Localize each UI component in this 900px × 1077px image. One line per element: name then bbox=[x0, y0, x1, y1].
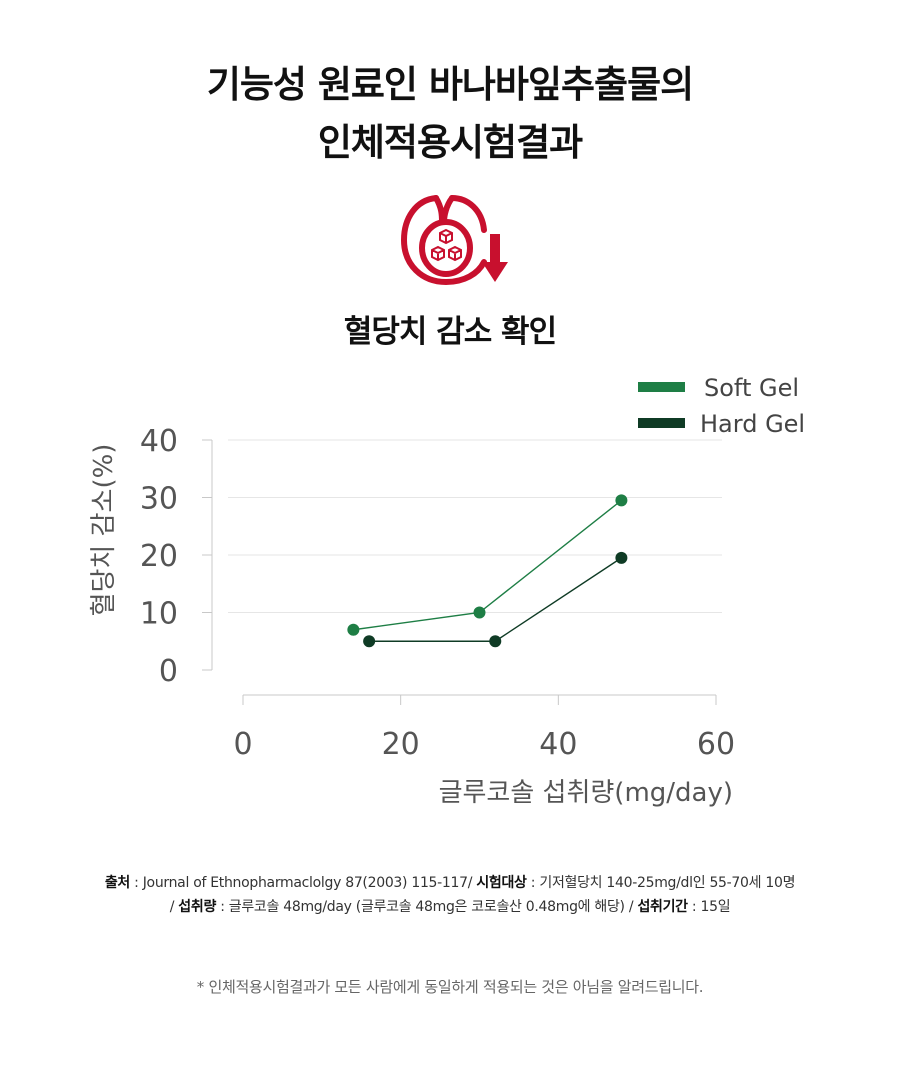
result-subtitle: 혈당치 감소 확인 bbox=[343, 314, 557, 350]
grid-lines bbox=[228, 439, 722, 613]
page-title-line2: 인체적용시험결과 bbox=[317, 121, 583, 164]
period-label: 섭취기간 bbox=[637, 899, 688, 915]
series bbox=[347, 494, 628, 648]
subjects-label: 시험대상 bbox=[476, 875, 527, 891]
x-tick-label: 20 bbox=[382, 727, 420, 762]
dose-label: 섭취량 bbox=[178, 899, 217, 915]
data-point bbox=[615, 494, 628, 507]
dose-prefix: / bbox=[169, 899, 179, 915]
line-chart: 0 10 20 30 40 0 20 40 60 Soft Gel Hard Gel 글루코솔 섭… bbox=[89, 374, 805, 808]
data-point bbox=[615, 551, 628, 564]
legend: Soft Gel Hard Gel bbox=[638, 374, 805, 438]
data-point bbox=[489, 635, 502, 648]
legend-label: Hard Gel bbox=[700, 410, 805, 438]
blood-sugar-drop-down-icon bbox=[401, 195, 508, 285]
disclaimer-text: * 인체적용시험결과가 모든 사람에게 동일하게 적용되는 것은 아님을 알려드… bbox=[196, 978, 704, 996]
legend-label: Soft Gel bbox=[704, 374, 799, 402]
legend-swatch bbox=[638, 418, 685, 428]
data-point bbox=[347, 623, 360, 636]
y-tick-label: 40 bbox=[140, 424, 178, 459]
axes: 0 10 20 30 40 0 20 40 60 bbox=[140, 424, 735, 762]
data-point bbox=[473, 606, 486, 619]
y-tick-label: 20 bbox=[140, 539, 178, 574]
y-tick-label: 0 bbox=[159, 654, 178, 689]
period-text: : 15일 bbox=[687, 899, 731, 915]
data-point bbox=[363, 635, 376, 648]
x-axis-label: 글루코솔 섭취량(mg/day) bbox=[439, 778, 733, 808]
dose-text: : 글루코솔 48mg/day (글루코솔 48mg은 코로솔산 0.48mg에… bbox=[216, 899, 638, 915]
source-label: 출처 bbox=[104, 875, 131, 891]
x-tick-label: 40 bbox=[539, 727, 577, 762]
source-footnote: 출처 : Journal of Ethnopharmaclolgy 87(200… bbox=[0, 872, 900, 892]
source-text: : Journal of Ethnopharmaclolgy 87(2003) … bbox=[130, 875, 477, 891]
x-tick-label: 60 bbox=[697, 727, 735, 762]
page-title-line1: 기능성 원료인 바나바잎추출물의 bbox=[206, 63, 694, 106]
y-tick-label: 10 bbox=[140, 597, 178, 632]
y-tick-label: 30 bbox=[140, 482, 178, 517]
y-axis-label: 혈당치 감소(%) bbox=[89, 444, 119, 617]
series-line-0 bbox=[353, 499, 622, 631]
subjects-text: : 기저혈당치 140-25mg/dl인 55-70세 10명 bbox=[526, 875, 796, 891]
dose-footnote: / 섭취량 : 글루코솔 48mg/day (글루코솔 48mg은 코로솔산 0… bbox=[0, 896, 900, 916]
legend-swatch bbox=[638, 382, 685, 392]
x-tick-label: 0 bbox=[233, 727, 252, 762]
